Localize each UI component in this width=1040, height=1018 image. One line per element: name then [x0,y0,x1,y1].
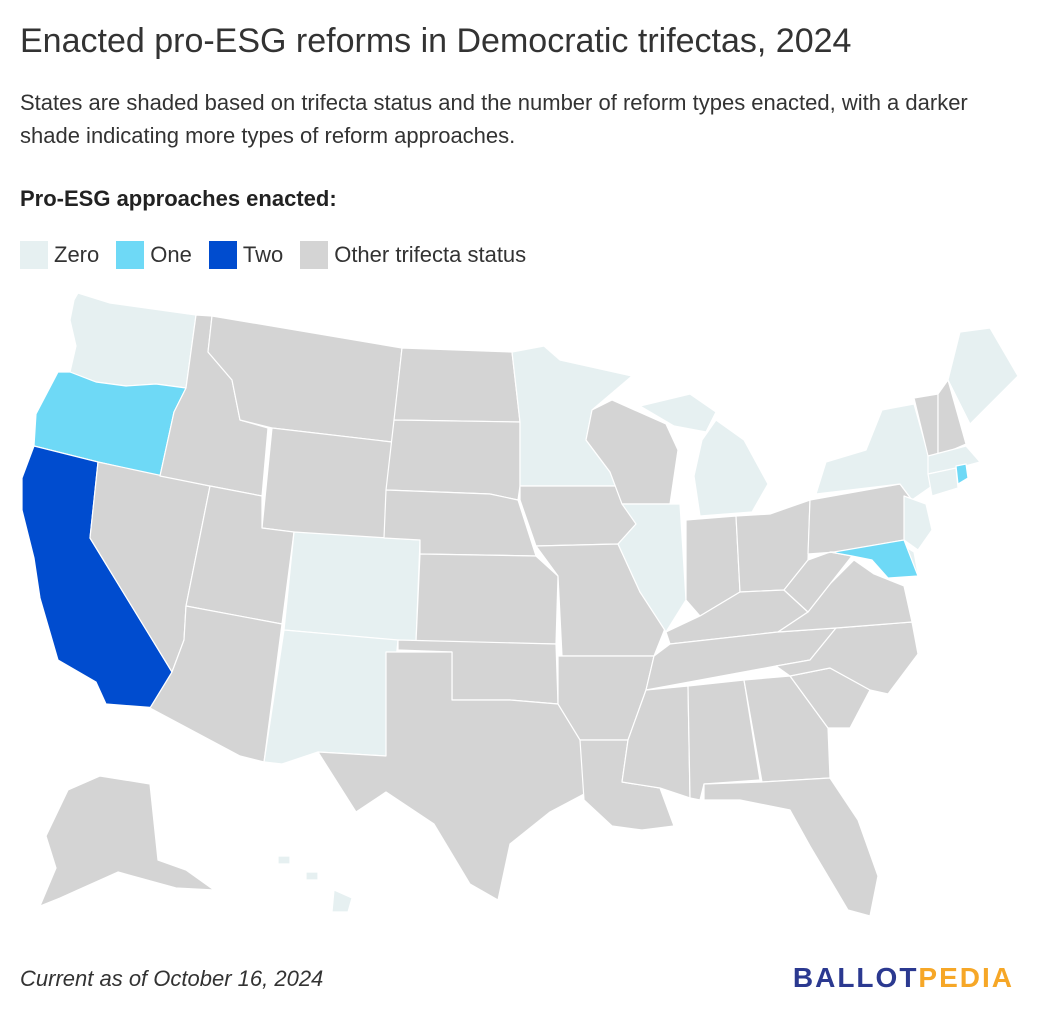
ballotpedia-logo[interactable]: BALLOTPEDIA [793,962,1014,994]
chart-title: Enacted pro-ESG reforms in Democratic tr… [20,22,852,60]
state-new-mexico[interactable] [263,629,399,765]
state-new-jersey[interactable] [903,495,933,551]
state-florida[interactable] [703,777,879,917]
legend-label-zero: Zero [54,242,100,267]
state-arizona[interactable] [149,605,283,763]
state-illinois[interactable] [617,503,687,633]
chart-subtitle: States are shaded based on trifecta stat… [20,90,968,148]
legend: Zero One Two Other trifecta status [20,240,543,270]
state-michigan[interactable] [639,393,769,517]
state-washington[interactable] [69,292,197,389]
legend-swatch-one [116,241,145,269]
state-hawaii[interactable] [277,855,353,913]
legend-swatch-zero [20,241,48,269]
state-texas[interactable] [317,651,585,901]
state-colorado[interactable] [283,531,421,643]
state-connecticut[interactable] [927,467,959,497]
legend-swatch-other [300,241,329,269]
state-south-dakota[interactable] [385,419,521,501]
legend-item-zero: Zero [20,241,99,269]
footer-date-note: Current as of October 16, 2024 [20,966,324,991]
logo-part-pedia: PEDIA [918,962,1014,993]
state-alaska[interactable] [39,775,215,907]
logo-part-ballot: BALLOT [792,962,919,993]
legend-swatch-two [208,241,237,269]
state-kansas[interactable] [415,553,559,645]
state-maryland[interactable] [829,539,919,579]
state-new-york[interactable] [815,403,933,501]
state-new-hampshire[interactable] [937,379,967,457]
legend-title: Pro-ESG approaches enacted: [20,186,337,211]
state-rhode-island[interactable] [955,463,969,485]
state-maine[interactable] [947,327,1019,425]
legend-item-other: Other trifecta status [300,241,526,269]
legend-label-one: One [150,242,192,267]
state-north-dakota[interactable] [393,347,521,423]
legend-label-two: Two [242,242,284,267]
state-wyoming[interactable] [261,427,393,545]
legend-item-two: Two [208,241,284,269]
legend-label-other: Other trifecta status [334,242,527,267]
state-georgia[interactable] [743,675,831,783]
state-massachusetts[interactable] [927,445,981,475]
us-states-map [21,292,1019,917]
legend-item-one: One [116,241,192,269]
